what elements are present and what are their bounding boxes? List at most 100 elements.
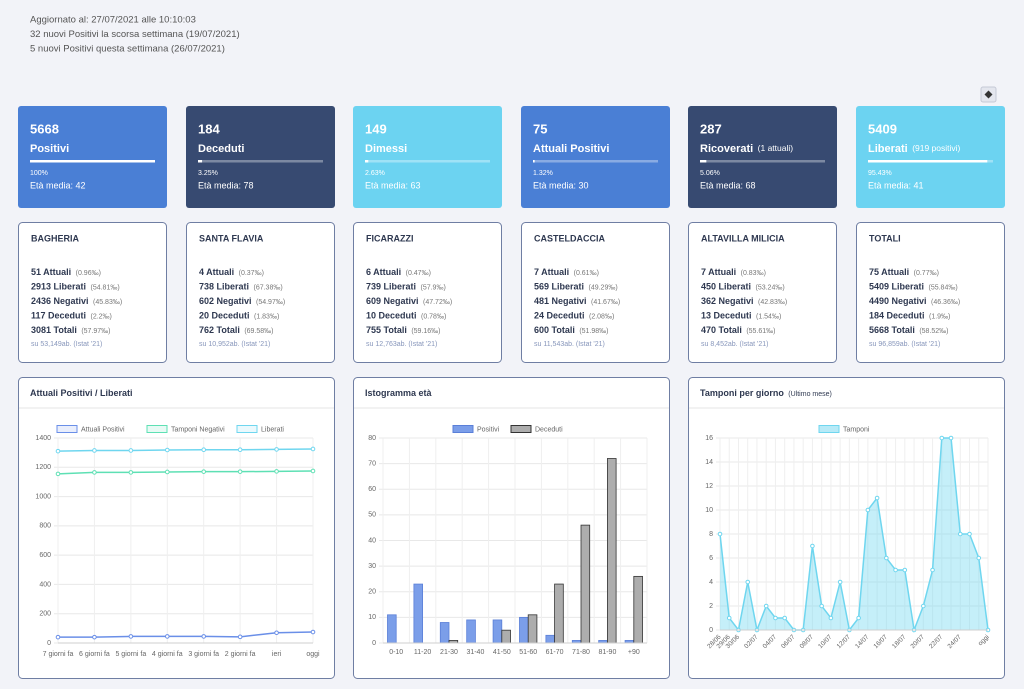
point [164, 634, 170, 639]
point [865, 507, 871, 513]
chart-title-text: Tamponi per giorno [700, 388, 784, 398]
y-tick-label: 10 [705, 507, 713, 514]
town-row-note: (41.67‰) [591, 299, 620, 306]
stat-value: 75 [533, 121, 547, 136]
bar [501, 629, 511, 644]
town-row-note: (59.16‰) [411, 328, 440, 335]
stat-percent: 3.25% [198, 170, 218, 177]
point [164, 469, 170, 475]
town-row-text: 470 Totali [701, 325, 742, 335]
stat-card [856, 106, 1005, 208]
y-tick-label: 12 [705, 483, 713, 490]
y-tick-label: 1200 [35, 464, 51, 471]
bar [439, 622, 450, 644]
stat-label: Dimessi [365, 143, 407, 155]
x-tick-label: ieri [272, 651, 282, 658]
y-tick-label: 10 [368, 614, 376, 621]
town-name: ALTAVILLA MILICIA [701, 233, 785, 243]
town-row-text: 738 Liberati [199, 282, 249, 292]
town-row: 739 Liberati (57.9‰) [366, 279, 446, 296]
legend-label: Deceduti [535, 426, 563, 433]
town-row: 4490 Negativi (46.36‰) [869, 293, 960, 310]
town-card [521, 222, 670, 363]
town-row-text: 20 Deceduti [199, 311, 250, 321]
town-row: 470 Totali (55.61‰) [701, 322, 776, 339]
town-row-text: 569 Liberati [534, 282, 584, 292]
town-row-text: 755 Totali [366, 325, 407, 335]
point [726, 615, 732, 621]
stat-label: Positivi [30, 143, 69, 155]
progress-track [198, 160, 323, 163]
legend-label: Liberati [261, 426, 284, 433]
stat-age: Età media: 63 [365, 180, 421, 190]
town-row-text: 7 Attuali [701, 267, 736, 277]
stat-percent: 100% [30, 170, 48, 177]
legend-swatch [452, 425, 474, 433]
y-tick-label: 0 [709, 627, 713, 634]
town-row-note: (55.84‰) [928, 284, 957, 291]
town-row: 481 Negativi (41.67‰) [534, 293, 620, 310]
point [128, 470, 134, 475]
town-row-text: 450 Liberati [701, 282, 751, 292]
town-row: 75 Attuali (0.77‰) [869, 264, 939, 281]
y-tick-label: 60 [368, 486, 376, 493]
progress-bar [198, 160, 203, 163]
bar [466, 619, 476, 644]
y-tick-label: 50 [368, 512, 376, 519]
legend-swatch [146, 425, 168, 433]
x-tick-label: 41-50 [493, 649, 511, 656]
point [201, 634, 207, 639]
y-tick-label: 14 [705, 459, 713, 466]
y-tick-label: 0 [47, 640, 51, 647]
point [782, 615, 787, 621]
town-row: 51 Attuali (0.96‰) [31, 264, 101, 281]
town-row-note: (0.96‰) [76, 270, 101, 277]
town-row-text: 3081 Totali [31, 325, 77, 335]
legend-label: Tamponi Negativi [171, 426, 225, 433]
town-row-text: 739 Liberati [366, 282, 416, 292]
stat-percent: 95.43% [868, 170, 892, 177]
point [976, 555, 982, 561]
town-row-note: (42.83‰) [758, 299, 787, 306]
line [57, 470, 314, 475]
chart-title-text: Istogramma età [365, 388, 433, 398]
bar [580, 524, 591, 644]
town-card [18, 222, 167, 363]
town-row-text: 4 Attuali [199, 267, 234, 277]
stat-label-text: Liberati [868, 143, 908, 155]
point [948, 435, 954, 441]
town-row-text: 5668 Totali [869, 325, 915, 335]
stat-label-text: Positivi [30, 143, 69, 155]
stat-label-text: Attuali Positivi [533, 143, 609, 155]
point [837, 579, 843, 585]
town-row: 117 Deceduti (2.2‰) [31, 308, 112, 325]
town-row: 5409 Liberati (55.84‰) [869, 279, 958, 296]
legend-swatch [56, 425, 78, 433]
town-row-text: 10 Deceduti [366, 311, 417, 321]
town-row-text: 362 Negativi [701, 296, 754, 306]
point [930, 567, 935, 573]
town-name: SANTA FLAVIA [199, 233, 264, 243]
town-row-note: (54.97‰) [256, 299, 285, 306]
town-footer: su 10,952ab. (Istat '21) [199, 341, 270, 348]
town-row-text: 762 Totali [199, 325, 240, 335]
y-tick-label: 200 [39, 611, 51, 618]
x-tick-label: 5 giorni fa [115, 651, 146, 658]
stat-label-text: Dimessi [365, 143, 407, 155]
town-row-text: 5409 Liberati [869, 282, 924, 292]
header-line: 5 nuovi Positivi questa settimana (26/07… [30, 44, 225, 55]
y-tick-label: 0 [372, 640, 376, 647]
town-row-note: (1.83‰) [254, 313, 279, 320]
stat-note: (919 positivi) [912, 143, 960, 153]
y-tick-label: 20 [368, 589, 376, 596]
town-footer: su 8,452ab. (Istat '21) [701, 341, 769, 348]
x-tick-label: 4 giorni fa [152, 651, 183, 658]
town-row-note: (2.08‰) [589, 313, 614, 320]
town-row-text: 600 Totali [534, 325, 575, 335]
town-row-note: (57.9‰) [420, 284, 445, 291]
point [92, 470, 97, 475]
town-row-note: (0.77‰) [914, 270, 939, 277]
town-row-text: 13 Deceduti [701, 311, 752, 321]
point [274, 447, 279, 452]
town-row: 20 Deceduti (1.83‰) [199, 308, 279, 325]
